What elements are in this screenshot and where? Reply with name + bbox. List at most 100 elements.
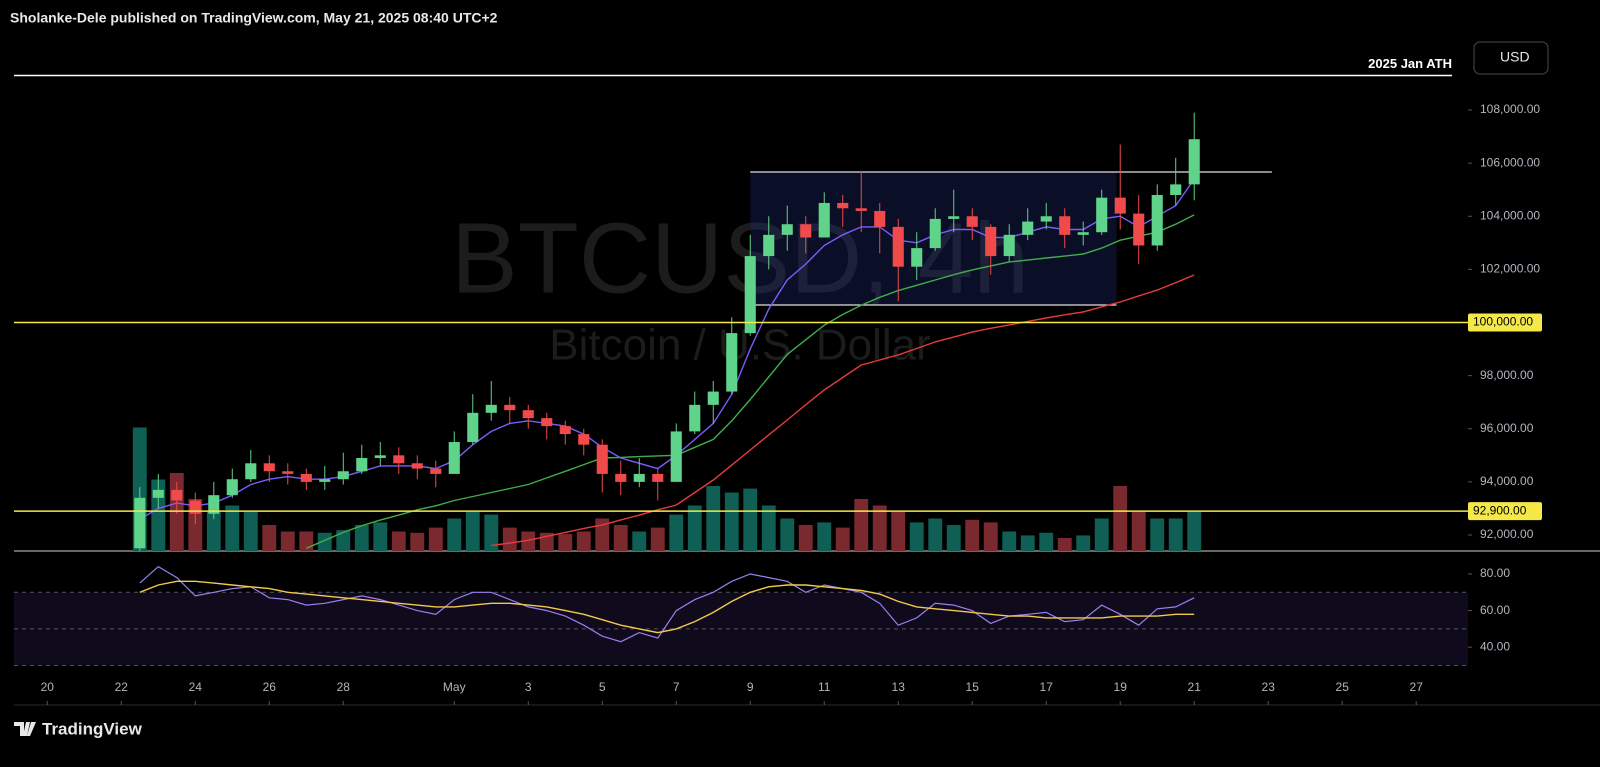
volume-bar [965,519,980,551]
candle-body [1133,213,1145,246]
level-label: 92,900.00 [1473,503,1527,517]
volume-bar [484,514,499,551]
candle-body [726,333,738,392]
volume-bar [1131,512,1146,551]
candle-body [652,473,664,482]
candle-body [837,202,849,209]
candle-body [208,495,220,514]
brand-name: TradingView [42,719,143,738]
watermark-description: Bitcoin / U.S. Dollar [549,321,930,370]
candle-body [245,463,257,480]
volume-bar [280,531,295,551]
volume-bar [225,505,240,551]
brand-logo [14,722,36,736]
candle-body [948,216,960,219]
x-tick-label: 28 [337,680,351,694]
candle-body [874,210,886,227]
rsi-tick-label: 60.00 [1480,603,1510,617]
candle-body [744,256,756,334]
candle-body [707,391,719,405]
volume-bar [817,522,832,551]
volume-bar [521,531,536,551]
candle-body [633,473,645,482]
candle-body [504,404,516,411]
volume-bar [317,532,332,551]
rsi-tick-label: 80.00 [1480,566,1510,580]
candle-body [337,471,349,480]
volume-bar [1057,538,1072,551]
candle-body [929,218,941,249]
volume-bar [724,492,739,551]
logo-icon [14,722,36,736]
level-label: 2025 Jan ATH [1368,56,1452,71]
candle-body [522,410,534,419]
candle-body [448,442,460,474]
candle-body [374,455,386,458]
volume-bar [743,488,758,551]
x-tick-label: 15 [966,680,980,694]
candle-body [1114,197,1126,214]
volume-bar [354,525,369,551]
candle-body [263,463,275,472]
candle-body [411,463,423,469]
level-badge [1468,502,1542,521]
candle-body [1096,197,1108,233]
moving-average [306,214,1195,549]
volume-bar [946,525,961,551]
candle-body [300,473,312,482]
candle-body [800,224,812,238]
candle-body [171,489,183,501]
volume-bar [1094,518,1109,551]
volume-bar [428,527,443,551]
volume-bar [854,499,869,551]
x-tick-label: 23 [1262,680,1276,694]
volume-bar [243,512,258,551]
candle-body [152,489,164,498]
currency-label: USD [1500,49,1530,65]
volume-bar [576,531,591,551]
volume-bar [1187,512,1202,551]
y-tick-label: 106,000.00 [1480,155,1540,169]
candle-body [541,418,553,427]
x-tick-label: May [443,680,466,694]
volume-bar [336,530,351,551]
volume-bar [835,527,850,551]
x-tick-label: 5 [599,680,606,694]
rsi-pane [14,565,1468,667]
volume-bar [928,518,943,551]
x-tick-label: 26 [263,680,277,694]
candle-body [1077,232,1089,235]
moving-average [491,274,1195,547]
x-tick-label: 7 [673,680,680,694]
volume-bar [1020,535,1035,551]
rsi-ma-line [139,580,1195,634]
volume-bar [909,522,924,551]
volume-bar [1168,518,1183,551]
volume-bar [613,525,628,551]
candle-body [485,404,497,413]
volume-bar [632,531,647,551]
candle-body [430,468,442,474]
x-tick-label: 20 [41,680,55,694]
x-tick-label: 22 [115,680,129,694]
volume-bar [983,522,998,551]
candle-body [689,404,701,432]
volume-bar [595,518,610,551]
volume-bar [558,534,573,551]
currency-button[interactable] [1473,41,1549,75]
candle-body [911,248,923,267]
y-tick-label: 98,000.00 [1480,368,1534,382]
x-tick-label: 27 [1410,680,1424,694]
candle-body [966,216,978,227]
candle-body [226,479,238,496]
header-text: Sholanke-Dele published on TradingView.c… [10,10,498,26]
candle-body [781,224,793,235]
candle-body [393,455,405,464]
volume-bar [706,486,721,551]
candle-body [1151,194,1163,246]
candle-body [670,431,682,482]
candle-body [1170,184,1182,195]
candle-body [1059,216,1071,235]
